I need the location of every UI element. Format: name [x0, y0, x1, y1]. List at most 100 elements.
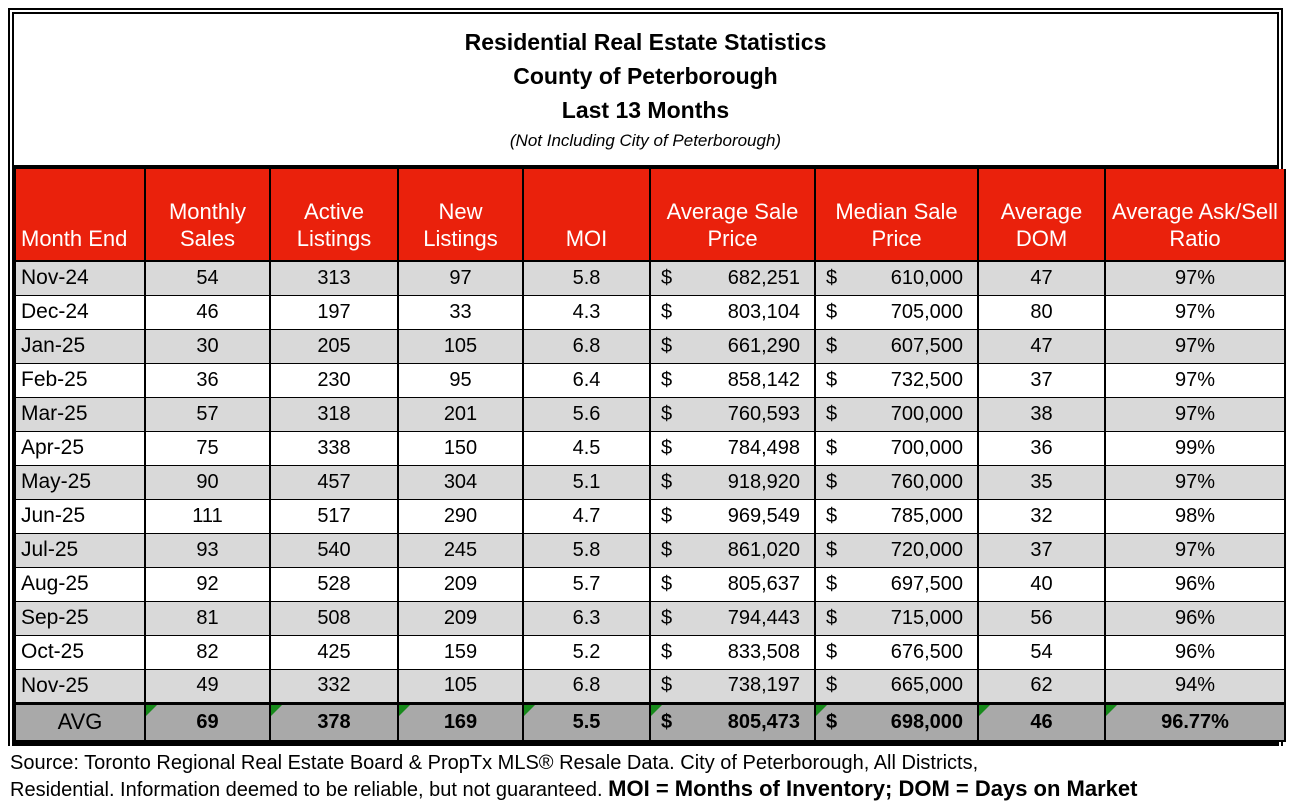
cell-active-listings: 230 — [269, 362, 399, 398]
avg-sale-price-value: 805,473 — [727, 710, 800, 733]
cell-avg-sale-price: $803,104 — [649, 294, 816, 330]
cell-median-sale-price: $607,500 — [814, 328, 979, 364]
price-value: 760,593 — [727, 402, 800, 425]
source-note-line1: Source: Toronto Regional Real Estate Boa… — [10, 752, 979, 774]
cell-avg-dom: 80 — [977, 294, 1106, 330]
table-row: Feb-25 36 230 95 6.4 $858,142 $732,500 37 97% — [14, 362, 1286, 398]
report-sheet: Residential Real Estate Statistics Count… — [8, 8, 1286, 746]
cell-median-sale-price: $665,000 — [814, 668, 979, 704]
avg-dom-value: 46 — [1030, 710, 1053, 733]
price-value: 861,020 — [727, 538, 800, 561]
cell-ask-sell-ratio: 99% — [1104, 430, 1286, 466]
cell-moi: 6.3 — [522, 600, 651, 636]
cell-median-sale-price: $720,000 — [814, 532, 979, 568]
price-value: 610,000 — [890, 266, 963, 289]
column-header-new-listings: New Listings — [397, 169, 524, 262]
column-header-median-sale-price: Median Sale Price — [814, 169, 979, 262]
cell-avg-dom: 46 — [977, 701, 1106, 742]
currency-symbol: $ — [826, 266, 838, 289]
price-value: 732,500 — [890, 368, 963, 391]
cell-median-sale-price: $676,500 — [814, 634, 979, 670]
price-value: 858,142 — [727, 368, 800, 391]
report-period: Last 13 Months — [561, 97, 730, 123]
price-value: 918,920 — [727, 470, 800, 493]
avg-moi-value: 5.5 — [572, 710, 601, 733]
cell-active-listings: 338 — [269, 430, 399, 466]
cell-ask-sell-ratio: 97% — [1104, 396, 1286, 432]
price-value: 738,197 — [727, 674, 800, 696]
report-subtitle: (Not Including City of Peterborough) — [509, 131, 782, 150]
avg-median-price-value: 698,000 — [890, 710, 963, 733]
cell-moi: 4.3 — [522, 294, 651, 330]
currency-symbol: $ — [826, 334, 838, 357]
price-value: 665,000 — [890, 674, 963, 696]
comment-flag-triangle — [399, 704, 410, 716]
currency-symbol: $ — [661, 572, 673, 595]
cell-active-listings: 528 — [269, 566, 399, 602]
cell-monthly-sales: 81 — [144, 600, 271, 636]
cell-avg-dom: 56 — [977, 600, 1106, 636]
cell-median-sale-price: $700,000 — [814, 430, 979, 466]
column-header-active-listings: Active Listings — [269, 169, 399, 262]
price-value: 705,000 — [890, 300, 963, 323]
cell-active-listings: 332 — [269, 668, 399, 704]
cell-monthly-sales: 82 — [144, 634, 271, 670]
column-header-monthly-sales: Monthly Sales — [144, 169, 271, 262]
price-value: 720,000 — [890, 538, 963, 561]
table-row: Jul-25 93 540 245 5.8 $861,020 $720,000 37 97% — [14, 532, 1286, 568]
currency-symbol: $ — [826, 504, 838, 527]
source-note: Source: Toronto Regional Real Estate Boa… — [10, 750, 1283, 803]
cell-ask-sell-ratio: 97% — [1104, 294, 1286, 330]
comment-flag-triangle — [271, 704, 282, 716]
cell-month: May-25 — [14, 464, 146, 500]
report-title-block: Residential Real Estate Statistics Count… — [14, 14, 1277, 169]
cell-month: Aug-25 — [14, 566, 146, 602]
cell-active-listings: 197 — [269, 294, 399, 330]
cell-new-listings: 304 — [397, 464, 524, 500]
cell-avg-dom: 40 — [977, 566, 1106, 602]
currency-symbol: $ — [826, 402, 838, 425]
currency-symbol: $ — [826, 606, 838, 629]
table-row: Mar-25 57 318 201 5.6 $760,593 $700,000 38 97% — [14, 396, 1286, 432]
cell-active-listings: 540 — [269, 532, 399, 568]
cell-new-listings: 159 — [397, 634, 524, 670]
currency-symbol: $ — [661, 402, 673, 425]
comment-flag-triangle — [816, 704, 827, 716]
cell-new-listings: 95 — [397, 362, 524, 398]
cell-avg-dom: 38 — [977, 396, 1106, 432]
cell-moi: 5.2 — [522, 634, 651, 670]
cell-new-listings: 209 — [397, 600, 524, 636]
average-row: AVG 69 378 169 5.5 $805,473 $698,000 46 … — [14, 701, 1286, 742]
cell-avg-monthly-sales: 69 — [144, 701, 271, 742]
price-value: 833,508 — [727, 640, 800, 663]
cell-avg-active-listings: 378 — [269, 701, 399, 742]
cell-ask-sell-ratio: 96% — [1104, 634, 1286, 670]
currency-symbol: $ — [661, 504, 673, 527]
comment-flag-triangle — [979, 704, 990, 716]
cell-avg-dom: 35 — [977, 464, 1106, 500]
cell-ask-sell-ratio: 98% — [1104, 498, 1286, 534]
table-row: Nov-24 54 313 97 5.8 $682,251 $610,000 47 97% — [14, 260, 1286, 296]
cell-ask-sell-ratio: 97% — [1104, 464, 1286, 500]
avg-active-listings-value: 378 — [317, 710, 351, 733]
cell-ask-sell-ratio: 97% — [1104, 328, 1286, 364]
cell-month: Jun-25 — [14, 498, 146, 534]
cell-avg-sale-price: $833,508 — [649, 634, 816, 670]
currency-symbol: $ — [661, 640, 673, 663]
price-value: 760,000 — [890, 470, 963, 493]
table-row: Oct-25 82 425 159 5.2 $833,508 $676,500 54 96% — [14, 634, 1286, 670]
column-header-average-ask-sell-ratio: Average Ask/Sell Ratio — [1104, 169, 1286, 262]
cell-month: Jan-25 — [14, 328, 146, 364]
table-body: Nov-24 54 313 97 5.8 $682,251 $610,000 47 97% Dec… — [14, 260, 1286, 704]
price-value: 715,000 — [890, 606, 963, 629]
currency-symbol: $ — [826, 674, 838, 696]
price-value: 607,500 — [890, 334, 963, 357]
cell-avg-sale-price: $661,290 — [649, 328, 816, 364]
cell-median-sale-price: $715,000 — [814, 600, 979, 636]
price-value: 805,637 — [727, 572, 800, 595]
cell-moi: 6.8 — [522, 668, 651, 704]
cell-monthly-sales: 92 — [144, 566, 271, 602]
table-row: Jun-25 111 517 290 4.7 $969,549 $785,000 32 98% — [14, 498, 1286, 534]
cell-avg-dom: 36 — [977, 430, 1106, 466]
cell-avg-moi: 5.5 — [522, 701, 651, 742]
